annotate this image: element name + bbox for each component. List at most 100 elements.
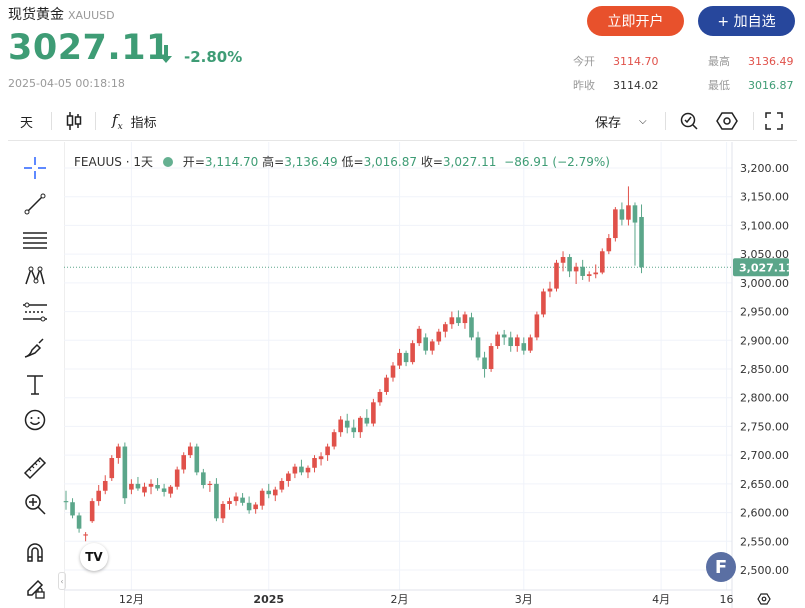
legend-change: −86.91 (−2.79%): [504, 155, 610, 169]
candle-body: [456, 317, 461, 324]
stat-prev-value: 3114.02: [613, 79, 659, 92]
candle-body: [89, 501, 95, 522]
legend-low-label: 低: [341, 155, 354, 169]
candle-body: [397, 352, 402, 366]
tradingview-logo-icon[interactable]: TV: [80, 543, 108, 571]
candle-body: [220, 503, 226, 519]
candle-body: [364, 417, 370, 424]
interval-button[interactable]: 天: [20, 115, 34, 131]
last-price-tag-label: 3,027.11: [739, 261, 793, 274]
add-watchlist-button[interactable]: + 加自选: [698, 6, 795, 36]
fullscreen-icon[interactable]: [765, 102, 783, 140]
open-account-button[interactable]: 立即开户: [587, 6, 684, 36]
alert-icon[interactable]: [679, 102, 699, 140]
candle-body: [416, 328, 422, 344]
down-arrow-icon: [158, 44, 174, 68]
time-tick-label: 12月: [119, 593, 144, 606]
candle-body: [449, 317, 455, 325]
brush-icon[interactable]: [21, 334, 49, 362]
legend-symbol[interactable]: FEAUUS · 1天: [74, 155, 153, 169]
stat-prev-label: 昨收: [573, 79, 595, 92]
instrument-name: 现货黄金: [8, 7, 64, 23]
candle-body: [599, 251, 605, 273]
candle-body: [469, 317, 474, 338]
candle-body: [344, 420, 350, 428]
candle-body: [501, 334, 507, 338]
candle-body: [423, 337, 428, 351]
time-axis: 12月 2025 2月 3月 4月 16: [119, 593, 771, 606]
legend-high-label: 高: [262, 155, 275, 169]
text-icon[interactable]: [21, 370, 49, 398]
stat-open-value: 3114.70: [613, 55, 659, 68]
legend-high: 3,136.49: [284, 155, 338, 169]
last-price-tag: [733, 258, 789, 277]
crosshair-icon[interactable]: [21, 154, 49, 182]
toolbar-divider: [95, 112, 96, 130]
candle-body: [613, 209, 618, 239]
price-tick-label: 2,900.00: [740, 334, 789, 347]
candle-body: [142, 486, 147, 493]
candle-body: [286, 473, 291, 481]
candle-body: [246, 502, 252, 511]
candle-body: [560, 257, 566, 263]
lock-pencil-icon[interactable]: [21, 574, 49, 602]
candle-body: [331, 432, 337, 447]
candle-body: [187, 446, 193, 456]
toolbar-divider: [753, 112, 754, 130]
price-tick-label: 2,750.00: [740, 420, 789, 433]
save-button[interactable]: 保存 ⌵: [595, 102, 647, 140]
trendline-icon[interactable]: [21, 190, 49, 218]
f-badge-icon[interactable]: F: [706, 552, 736, 582]
stat-high-value: 3136.49: [748, 55, 794, 68]
candle-body: [338, 419, 343, 433]
price-axis: 3,200.00 3,150.00 3,100.00 3,050.00 3,000.00…: [733, 162, 793, 577]
candle-body: [96, 490, 101, 502]
fib-icon[interactable]: [21, 226, 49, 254]
stat-open: 今开 3114.70: [573, 53, 659, 69]
candle-body: [528, 337, 533, 351]
stat-low-value: 3016.87: [748, 79, 794, 92]
stat-prev-close: 昨收 3114.02: [573, 77, 659, 93]
candle-body: [292, 466, 298, 474]
legend-open: 3,114.70: [204, 155, 259, 169]
candle-body: [606, 238, 612, 252]
time-tick-label: 3月: [515, 593, 533, 606]
price-tick-label: 2,650.00: [740, 478, 789, 491]
candle-body: [240, 497, 245, 503]
pattern-icon[interactable]: [21, 262, 49, 290]
candle-body: [325, 446, 330, 456]
candle-body: [521, 343, 527, 351]
candle-body: [266, 490, 272, 495]
status-dot: [162, 157, 173, 167]
candle-body: [508, 337, 514, 347]
candle-body: [279, 480, 285, 490]
last-price: 3027.11: [8, 28, 171, 68]
candle-body: [534, 314, 540, 338]
candle-body: [475, 337, 481, 358]
chart-legend: FEAUUS · 1天 开=3,114.70 高=3,136.49 低=3,01…: [74, 155, 610, 169]
time-tick-label: 2025: [253, 593, 284, 606]
candle-icon[interactable]: [65, 102, 83, 140]
legend-close-label: 收: [420, 155, 433, 169]
candle-body: [567, 257, 572, 272]
candle-body: [122, 446, 128, 499]
indicators-button[interactable]: fx 指标: [112, 102, 157, 140]
emoji-icon[interactable]: [21, 406, 49, 434]
time-tick-label: 2月: [391, 593, 409, 606]
axis-settings-icon: [757, 593, 771, 605]
magnet-icon[interactable]: [21, 538, 49, 566]
chart-grid: [64, 142, 733, 608]
price-change: -2.80%: [184, 48, 243, 66]
candle-body: [233, 496, 239, 502]
instrument-title: 现货黄金 XAUUSD: [8, 4, 115, 24]
candle-body: [429, 341, 435, 351]
collapse-handle[interactable]: ‹: [58, 572, 66, 590]
ruler-icon[interactable]: [21, 454, 49, 482]
legend-low: 3,016.87: [363, 155, 417, 169]
forecast-icon[interactable]: [21, 298, 49, 326]
settings-icon[interactable]: [716, 102, 738, 140]
candle-body: [514, 337, 520, 347]
candle-body: [194, 446, 200, 473]
zoom-icon[interactable]: [21, 490, 49, 518]
